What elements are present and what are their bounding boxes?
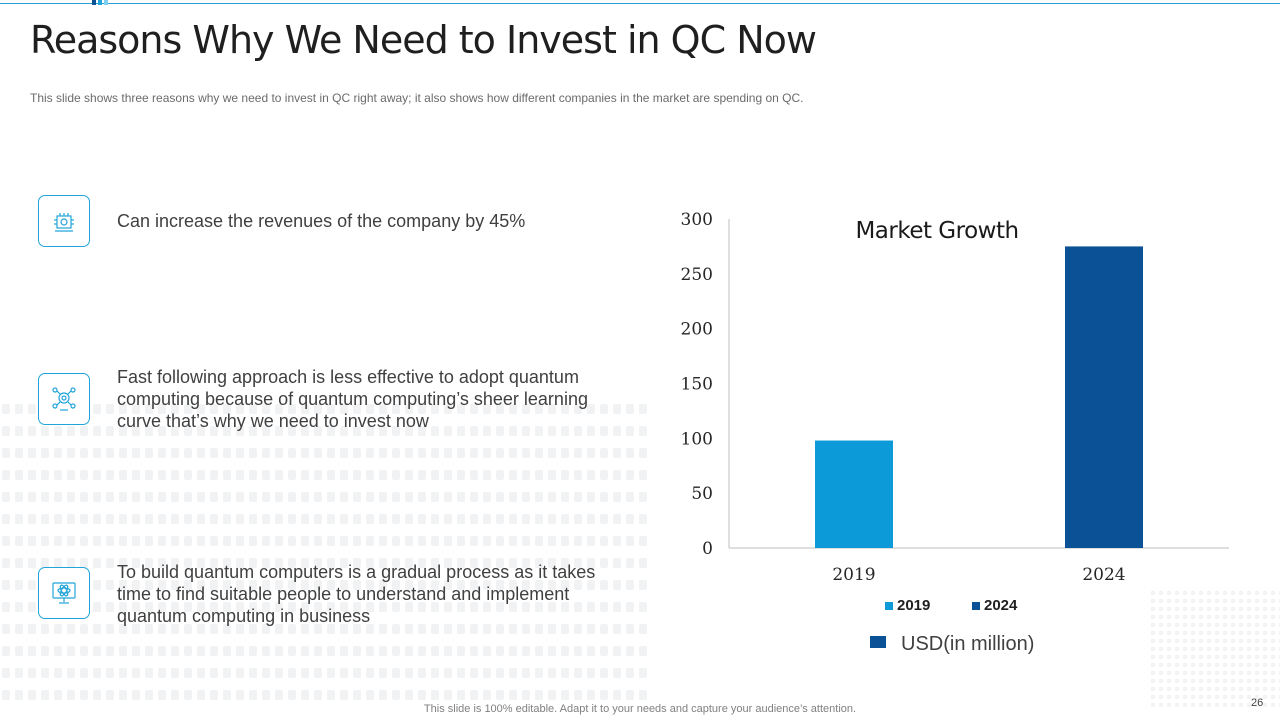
bar-2019 (815, 440, 893, 548)
computer-atom-icon (52, 582, 76, 604)
y-tick-label: 250 (681, 265, 713, 285)
chart-bars (815, 246, 1143, 548)
chart-axes (728, 219, 1229, 549)
network-gear-icon (52, 387, 76, 411)
y-tick-label: 50 (691, 484, 713, 504)
bar-2024 (1065, 246, 1143, 548)
reason-icon-box (38, 567, 90, 619)
reason-icon-box (38, 373, 90, 425)
legend-swatch (972, 601, 980, 610)
background-dot-pattern (0, 400, 650, 700)
legend-label: 2019 (897, 597, 931, 614)
unit-legend-label: USD(in million) (901, 633, 1035, 655)
unit-legend-swatch (870, 635, 886, 648)
footer-note: This slide is 100% editable. Adapt it to… (423, 703, 857, 715)
reason-text: Fast following approach is less effectiv… (117, 367, 588, 431)
x-tick-label: 2024 (1082, 565, 1125, 585)
legend-swatch (885, 601, 893, 610)
page-number: 26 (1251, 697, 1264, 709)
slide-title: Reasons Why We Need to Invest in QC Now (30, 18, 817, 62)
y-tick-label: 150 (681, 375, 713, 395)
legend-label: 2024 (984, 597, 1018, 614)
y-tick-label: 0 (702, 539, 713, 559)
x-tick-label: 2019 (832, 565, 875, 585)
y-tick-label: 300 (681, 210, 713, 230)
factory-chip-icon (54, 213, 74, 232)
chart-title: Market Growth (855, 218, 1018, 244)
reason-icon-box (38, 195, 90, 247)
y-tick-label: 200 (681, 320, 713, 340)
y-tick-label: 100 (681, 429, 713, 449)
legend-item-2019: 2019 (885, 597, 930, 614)
slide-subtitle: This slide shows three reasons why we ne… (30, 91, 804, 105)
reason-text: Can increase the revenues of the company… (117, 211, 526, 231)
chart-labels: 0 50 100 150 200 250 300 2019 2024 Market Growth (681, 210, 1126, 585)
reason-text: To build quantum computers is a gradual … (117, 562, 596, 626)
top-accent-rule (0, 3, 1280, 4)
unit-legend: USD(in million) (870, 633, 1034, 656)
legend-item-2024: 2024 (972, 597, 1017, 614)
background-dot-pattern-right (1150, 590, 1280, 710)
